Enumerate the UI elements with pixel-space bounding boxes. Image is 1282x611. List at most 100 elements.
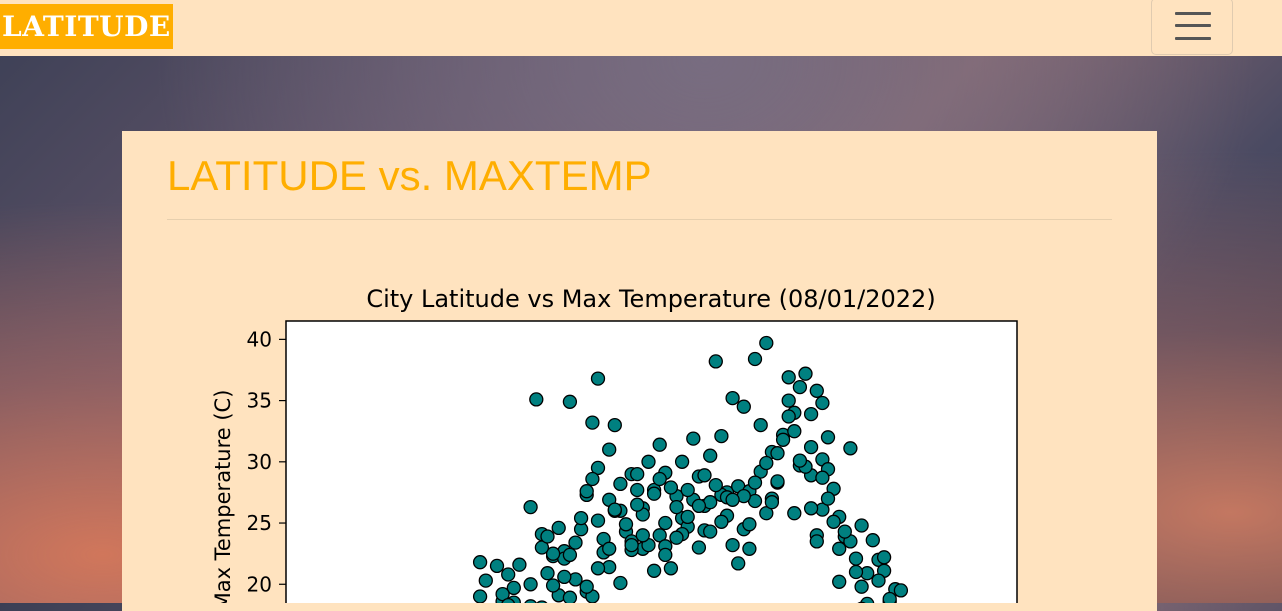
data-point bbox=[602, 442, 617, 457]
data-point bbox=[641, 454, 656, 469]
data-point bbox=[618, 517, 634, 532]
data-point bbox=[590, 561, 606, 576]
data-point bbox=[815, 470, 830, 485]
data-point bbox=[759, 506, 774, 521]
data-point bbox=[832, 541, 847, 556]
data-point bbox=[607, 502, 622, 517]
data-point bbox=[551, 520, 566, 536]
brand-logo[interactable]: LATITUDE bbox=[0, 4, 173, 49]
data-point bbox=[630, 466, 645, 482]
data-point bbox=[787, 506, 802, 521]
data-point bbox=[865, 533, 880, 548]
data-point bbox=[703, 448, 718, 463]
data-point bbox=[742, 517, 757, 532]
data-point bbox=[803, 439, 819, 455]
data-point bbox=[680, 482, 695, 498]
data-point bbox=[803, 501, 819, 516]
data-point bbox=[669, 499, 684, 515]
data-point bbox=[489, 558, 505, 574]
data-point bbox=[590, 513, 606, 528]
data-point bbox=[893, 583, 909, 598]
data-point bbox=[697, 468, 712, 483]
data-point bbox=[876, 550, 892, 565]
y-tick-label: 20 bbox=[247, 572, 272, 596]
data-point bbox=[714, 514, 729, 529]
hamburger-menu-icon bbox=[1175, 12, 1211, 40]
data-point bbox=[630, 497, 645, 512]
data-point bbox=[826, 514, 841, 529]
y-tick-label: 25 bbox=[247, 511, 272, 535]
navbar-toggle-button[interactable] bbox=[1151, 0, 1233, 55]
data-point bbox=[731, 556, 746, 571]
data-point bbox=[562, 547, 578, 563]
data-point bbox=[630, 482, 645, 498]
data-point bbox=[854, 518, 869, 533]
data-point bbox=[562, 590, 578, 603]
data-point bbox=[770, 446, 785, 461]
data-point bbox=[472, 589, 488, 603]
data-point bbox=[792, 379, 808, 395]
data-point bbox=[708, 354, 723, 369]
data-point bbox=[557, 569, 572, 585]
data-point bbox=[798, 366, 813, 381]
data-point bbox=[652, 437, 667, 452]
data-point bbox=[714, 428, 729, 444]
data-point bbox=[472, 555, 488, 570]
chart-title: City Latitude vs Max Temperature (08/01/… bbox=[366, 285, 935, 313]
data-point bbox=[501, 567, 516, 582]
data-point bbox=[568, 535, 583, 550]
data-point bbox=[534, 540, 550, 555]
data-point bbox=[590, 460, 606, 476]
data-point bbox=[770, 474, 785, 489]
data-point bbox=[848, 564, 864, 580]
data-point bbox=[708, 477, 723, 493]
data-point bbox=[545, 546, 561, 561]
data-point bbox=[781, 393, 796, 408]
data-point bbox=[725, 390, 740, 406]
data-point bbox=[882, 591, 897, 603]
data-point bbox=[674, 454, 690, 469]
data-point bbox=[871, 573, 886, 588]
data-point bbox=[680, 509, 695, 525]
data-point bbox=[658, 515, 673, 531]
data-point bbox=[764, 495, 780, 510]
data-point bbox=[837, 524, 852, 539]
data-point bbox=[545, 578, 561, 593]
data-point bbox=[590, 371, 606, 386]
data-point bbox=[512, 557, 527, 572]
data-point bbox=[523, 577, 538, 592]
data-point bbox=[759, 455, 774, 471]
data-point bbox=[573, 510, 589, 526]
data-point bbox=[725, 537, 740, 553]
data-point bbox=[691, 540, 707, 555]
data-point bbox=[524, 599, 537, 603]
data-point bbox=[562, 394, 578, 409]
data-point bbox=[832, 574, 847, 589]
data-point bbox=[792, 453, 808, 468]
data-point bbox=[820, 430, 836, 445]
y-axis-label: Max Temperature (C) bbox=[211, 390, 235, 603]
data-point bbox=[803, 406, 819, 422]
data-point bbox=[579, 484, 594, 499]
data-point bbox=[736, 399, 751, 414]
navbar: LATITUDE bbox=[0, 0, 1282, 56]
data-point bbox=[478, 573, 493, 588]
data-point bbox=[658, 547, 673, 563]
y-tick-label: 35 bbox=[247, 389, 272, 413]
data-point bbox=[843, 441, 858, 456]
data-point bbox=[663, 561, 679, 576]
data-point bbox=[759, 335, 774, 351]
data-point bbox=[669, 530, 684, 545]
data-point bbox=[646, 486, 662, 501]
data-point bbox=[613, 476, 628, 492]
data-point bbox=[781, 370, 796, 385]
data-point bbox=[663, 480, 679, 495]
data-point bbox=[742, 541, 757, 556]
data-point bbox=[787, 424, 802, 439]
data-point bbox=[747, 351, 763, 367]
data-point bbox=[652, 471, 667, 487]
data-point bbox=[753, 417, 768, 433]
data-point bbox=[585, 471, 600, 487]
data-point bbox=[652, 528, 667, 543]
